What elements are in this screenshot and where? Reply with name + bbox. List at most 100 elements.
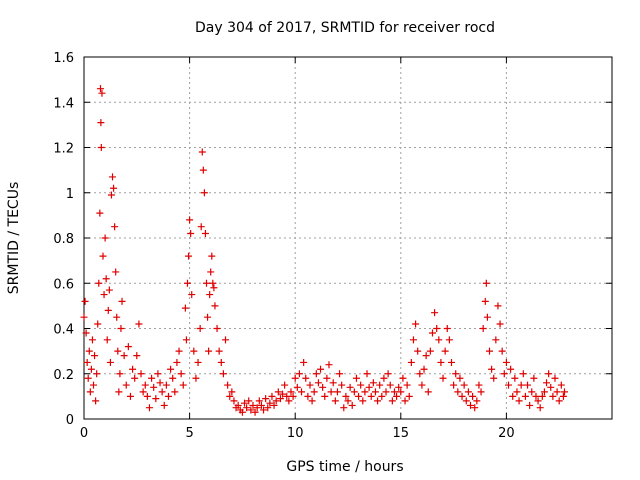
data-point <box>234 401 242 409</box>
data-point <box>90 381 98 389</box>
data-point <box>197 223 205 231</box>
data-point <box>458 392 466 400</box>
data-point <box>308 397 316 405</box>
data-point <box>114 347 122 355</box>
plot-frame <box>83 56 613 420</box>
data-point <box>376 381 384 389</box>
data-point <box>321 392 329 400</box>
data-point <box>208 252 216 260</box>
data-point <box>357 381 365 389</box>
data-point <box>111 223 119 231</box>
y-tick-label: 1.4 <box>53 96 74 111</box>
data-point <box>91 352 99 360</box>
data-point <box>378 392 386 400</box>
x-tick-label: 10 <box>287 426 304 441</box>
data-point <box>83 358 91 366</box>
data-point <box>452 370 460 378</box>
data-point <box>551 374 559 382</box>
data-point <box>405 392 413 400</box>
data-point <box>488 365 496 373</box>
data-point <box>547 383 555 391</box>
data-point <box>94 320 102 328</box>
data-point <box>150 383 158 391</box>
data-point <box>507 365 515 373</box>
data-point <box>435 336 443 344</box>
data-point <box>205 347 213 355</box>
data-point <box>454 388 462 396</box>
data-point <box>494 302 502 310</box>
data-point <box>206 291 214 299</box>
data-point <box>266 399 274 407</box>
data-point <box>188 291 196 299</box>
data-point <box>352 374 360 382</box>
data-point <box>96 85 104 93</box>
data-point <box>169 374 177 382</box>
y-axis-label: SRMTID / TECUs <box>6 182 22 295</box>
data-point <box>122 381 130 389</box>
data-point <box>338 381 346 389</box>
data-point <box>204 313 212 321</box>
data-point <box>460 381 468 389</box>
data-point <box>162 381 170 389</box>
data-point <box>137 370 145 378</box>
data-point <box>177 370 185 378</box>
data-point <box>133 352 141 360</box>
data-point <box>202 279 210 287</box>
data-point <box>255 397 263 405</box>
data-point <box>532 392 540 400</box>
data-point <box>367 392 375 400</box>
data-point <box>200 189 208 197</box>
data-point <box>182 336 190 344</box>
data-point <box>135 320 143 328</box>
data-point <box>238 408 246 416</box>
data-point <box>397 388 405 396</box>
data-point <box>517 381 525 389</box>
data-point <box>224 381 232 389</box>
data-point <box>118 297 126 305</box>
data-point <box>103 336 111 344</box>
data-point <box>560 388 568 396</box>
data-point <box>141 381 149 389</box>
data-point <box>207 268 215 276</box>
data-point <box>199 166 207 174</box>
data-point <box>249 401 257 409</box>
data-point <box>333 388 341 396</box>
data-point <box>312 370 320 378</box>
data-point <box>98 89 106 97</box>
data-point <box>505 381 513 389</box>
data-point <box>228 388 236 396</box>
data-point <box>287 388 295 396</box>
data-point <box>416 370 424 378</box>
data-point <box>298 388 306 396</box>
data-point <box>361 388 369 396</box>
y-tick-label: 0 <box>66 413 74 428</box>
data-point <box>82 329 90 337</box>
data-point <box>102 275 110 283</box>
data-point <box>319 383 327 391</box>
data-point <box>143 392 151 400</box>
data-point <box>466 401 474 409</box>
data-point <box>106 358 114 366</box>
y-tick-label: 1.6 <box>53 51 74 66</box>
data-point <box>215 347 223 355</box>
data-point <box>222 336 230 344</box>
data-point <box>86 388 94 396</box>
data-point <box>526 401 534 409</box>
data-point <box>543 379 551 387</box>
data-point <box>179 381 187 389</box>
data-point <box>210 284 218 292</box>
data-point <box>536 404 544 412</box>
data-point <box>441 347 449 355</box>
data-point <box>99 252 107 260</box>
data-point <box>473 397 481 405</box>
data-point <box>117 325 125 332</box>
data-point <box>420 365 428 373</box>
data-point <box>92 397 100 405</box>
data-point <box>409 336 417 344</box>
data-point <box>154 370 162 378</box>
data-point <box>110 184 118 192</box>
data-point <box>129 365 137 373</box>
data-point <box>534 397 542 405</box>
data-point <box>336 370 344 378</box>
data-point <box>194 358 202 366</box>
